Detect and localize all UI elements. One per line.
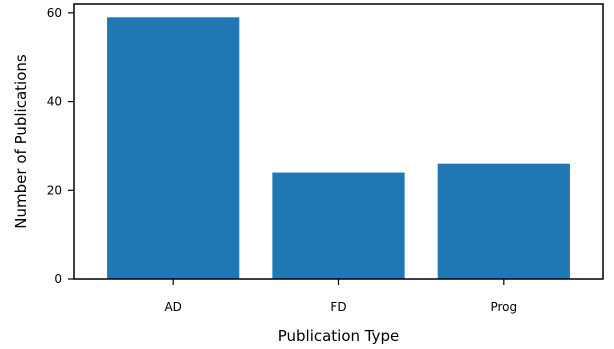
y-axis-label: Number of Publications — [12, 54, 30, 229]
x-tick-label: Prog — [490, 300, 517, 314]
bar-ad — [107, 17, 240, 279]
x-axis-label: Publication Type — [278, 327, 400, 345]
bar-prog — [437, 163, 570, 279]
y-tick-label: 60 — [47, 6, 62, 20]
plot-frame — [73, 3, 604, 280]
y-tick-label: 20 — [47, 183, 62, 197]
y-tick-label: 40 — [47, 95, 62, 109]
y-tick-label: 0 — [54, 272, 62, 286]
x-axis-ticks: AD FD Prog — [164, 279, 517, 314]
bars-group — [107, 17, 570, 279]
bar-fd — [272, 172, 405, 279]
y-axis-ticks: 0 20 40 60 — [47, 6, 74, 286]
x-tick-label: AD — [164, 300, 181, 314]
x-tick-label: FD — [330, 300, 346, 314]
